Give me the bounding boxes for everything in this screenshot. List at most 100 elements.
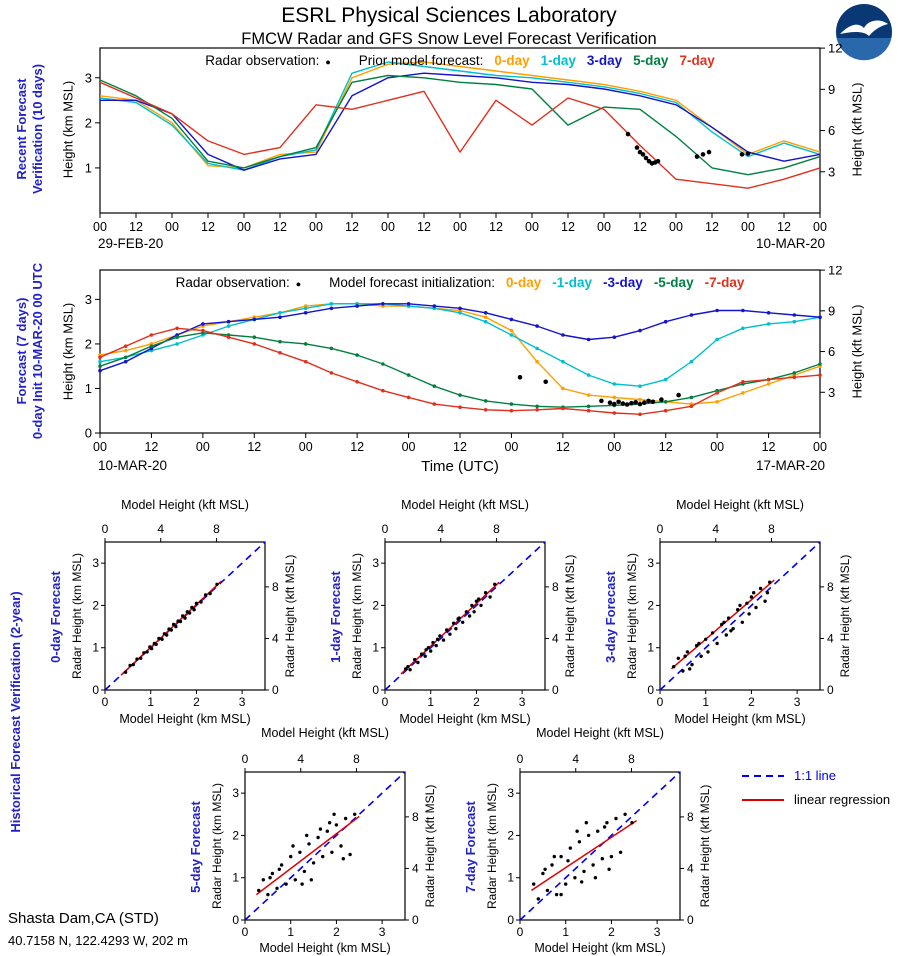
historical-side-label: Historical Forecast Verification (2-year… bbox=[8, 591, 23, 833]
svg-text:1: 1 bbox=[147, 695, 154, 709]
scatter1-top-label: Model Height (kft MSL) bbox=[401, 498, 529, 512]
svg-text:1: 1 bbox=[647, 641, 654, 655]
svg-text:1: 1 bbox=[562, 925, 569, 939]
scatter5-top-label: Model Height (kft MSL) bbox=[261, 726, 389, 740]
scatter0-top-label: Model Height (kft MSL) bbox=[121, 498, 249, 512]
scatter0-right-label: Radar Height (kft MSL) bbox=[283, 554, 297, 678]
svg-text:4: 4 bbox=[572, 752, 579, 766]
svg-text:3: 3 bbox=[232, 786, 239, 800]
svg-text:4: 4 bbox=[827, 631, 834, 645]
svg-text:9: 9 bbox=[828, 303, 835, 318]
svg-text:3: 3 bbox=[654, 925, 661, 939]
svg-text:3: 3 bbox=[828, 385, 835, 400]
svg-text:12: 12 bbox=[659, 440, 673, 454]
svg-text:00: 00 bbox=[813, 440, 827, 454]
svg-text:0: 0 bbox=[102, 522, 109, 536]
svg-text:2: 2 bbox=[333, 925, 340, 939]
svg-text:1: 1 bbox=[702, 695, 709, 709]
svg-text:3: 3 bbox=[372, 556, 379, 570]
svg-text:3: 3 bbox=[92, 556, 99, 570]
svg-text:2: 2 bbox=[193, 695, 200, 709]
svg-text:4: 4 bbox=[712, 522, 719, 536]
svg-text:8: 8 bbox=[687, 810, 694, 824]
svg-text:2: 2 bbox=[85, 336, 92, 351]
legend-item: -5-day bbox=[653, 275, 694, 290]
svg-text:4: 4 bbox=[412, 861, 419, 875]
panel2-xlabel: Time (UTC) bbox=[421, 458, 499, 475]
svg-text:8: 8 bbox=[272, 580, 279, 594]
svg-text:00: 00 bbox=[607, 440, 621, 454]
svg-text:0: 0 bbox=[552, 683, 559, 697]
scatter1-right-label: Radar Height (kft MSL) bbox=[563, 554, 577, 678]
svg-text:00: 00 bbox=[741, 220, 755, 234]
svg-text:3: 3 bbox=[507, 786, 514, 800]
svg-text:1: 1 bbox=[427, 695, 434, 709]
model-init-label: Model forecast initialization: bbox=[329, 275, 495, 290]
svg-text:3: 3 bbox=[828, 164, 835, 179]
svg-text:1: 1 bbox=[232, 871, 239, 885]
svg-text:0: 0 bbox=[657, 522, 664, 536]
panel1-end-date: 10-MAR-20 bbox=[755, 236, 825, 251]
svg-text:12: 12 bbox=[129, 220, 143, 234]
scatter0-ylabel: Radar Height (km MSL) bbox=[70, 552, 84, 680]
legend-item: 0-day bbox=[506, 275, 542, 290]
svg-text:3: 3 bbox=[794, 695, 801, 709]
svg-text:12: 12 bbox=[201, 220, 215, 234]
svg-text:00: 00 bbox=[196, 440, 210, 454]
scatter3-right-label: Radar Height (kft MSL) bbox=[838, 554, 852, 678]
scatter3-xlabel: Model Height (km MSL) bbox=[674, 712, 806, 726]
svg-text:0: 0 bbox=[232, 913, 239, 927]
svg-text:8: 8 bbox=[827, 580, 834, 594]
svg-text:2: 2 bbox=[85, 115, 92, 130]
svg-text:00: 00 bbox=[93, 440, 107, 454]
scatter3-top-label: Model Height (kft MSL) bbox=[676, 498, 804, 512]
regression-legend-row: linear regression bbox=[740, 792, 890, 807]
scatter3-side-label: 3-day Forecast bbox=[603, 571, 618, 663]
one-to-one-legend-row: 1:1 line bbox=[740, 768, 890, 783]
scatter5-right-label: Radar Height (kft MSL) bbox=[423, 784, 437, 908]
svg-text:3: 3 bbox=[85, 292, 92, 307]
legend-item: -7-day bbox=[704, 275, 745, 290]
svg-text:12: 12 bbox=[556, 440, 570, 454]
legend-item: 3-day bbox=[586, 53, 623, 68]
legend-item: 0-day bbox=[494, 53, 530, 68]
svg-text:0: 0 bbox=[85, 426, 92, 441]
page-subtitle: FMCW Radar and GFS Snow Level Forecast V… bbox=[241, 30, 657, 48]
regression-line-icon bbox=[742, 798, 784, 801]
svg-text:6: 6 bbox=[828, 123, 835, 138]
svg-text:8: 8 bbox=[552, 580, 559, 594]
svg-text:00: 00 bbox=[525, 220, 539, 234]
svg-text:8: 8 bbox=[412, 810, 419, 824]
scatter0-side-label: 0-day Forecast bbox=[48, 571, 63, 663]
svg-text:00: 00 bbox=[299, 440, 313, 454]
scatter5-ylabel: Radar Height (km MSL) bbox=[210, 782, 224, 910]
svg-text:3: 3 bbox=[239, 695, 246, 709]
radar-dot-icon: ● bbox=[325, 57, 331, 67]
svg-text:4: 4 bbox=[297, 752, 304, 766]
svg-text:12: 12 bbox=[777, 220, 791, 234]
svg-text:2: 2 bbox=[647, 598, 654, 612]
svg-text:0: 0 bbox=[647, 683, 654, 697]
svg-text:8: 8 bbox=[768, 522, 775, 536]
scatter5-side-label: 5-day Forecast bbox=[188, 801, 203, 893]
scatter1-ylabel: Radar Height (km MSL) bbox=[350, 552, 364, 680]
svg-text:00: 00 bbox=[93, 220, 107, 234]
svg-text:00: 00 bbox=[710, 440, 724, 454]
svg-text:4: 4 bbox=[552, 631, 559, 645]
svg-text:8: 8 bbox=[353, 752, 360, 766]
svg-text:8: 8 bbox=[213, 522, 220, 536]
svg-text:12: 12 bbox=[345, 220, 359, 234]
scatter7-ylabel: Radar Height (km MSL) bbox=[485, 782, 499, 910]
svg-text:4: 4 bbox=[157, 522, 164, 536]
svg-text:2: 2 bbox=[232, 828, 239, 842]
svg-text:0: 0 bbox=[507, 913, 514, 927]
svg-text:4: 4 bbox=[437, 522, 444, 536]
radar-obs-label: Radar observation: bbox=[205, 53, 320, 68]
svg-text:2: 2 bbox=[92, 598, 99, 612]
svg-text:12: 12 bbox=[828, 266, 842, 278]
svg-text:0: 0 bbox=[517, 925, 524, 939]
page-title: ESRL Physical Sciences Laboratory bbox=[281, 4, 617, 27]
